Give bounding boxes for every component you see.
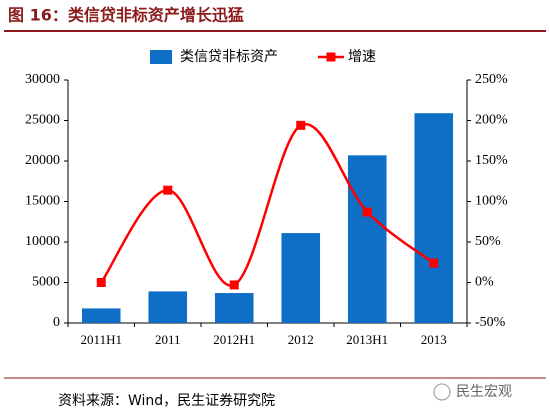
line-marker [96,278,106,287]
y-tick-label: 25000 [25,113,60,128]
y2-tick-label: 150% [475,153,508,168]
source-note: 资料来源：Wind，民生证券研究院 [58,393,275,409]
bar [148,291,188,323]
y-tick-label: 15000 [25,194,60,209]
line-marker [163,185,173,195]
bar [214,293,254,323]
y2-tick-label: -50% [475,315,506,330]
line-marker [296,120,306,130]
y-tick-label: 30000 [25,72,60,87]
chart-title: 图 16：类信贷非标资产增长迅猛 [8,6,244,25]
y-tick-label: 20000 [25,153,60,168]
bar [347,155,387,323]
x-tick-label: 2013 [421,332,447,347]
bar [414,113,454,324]
watermark: 民生宏观 [456,384,512,400]
x-tick-label: 2011H1 [81,332,122,347]
legend-swatch [150,50,172,64]
y2-tick-label: 50% [475,234,501,249]
y2-tick-label: 0% [475,275,494,290]
legend-label: 增速 [348,49,376,65]
y-tick-label: 5000 [32,275,60,290]
x-tick-label: 2013H1 [346,332,388,347]
y2-tick-label: 200% [475,113,508,128]
y2-tick-label: 100% [475,194,508,209]
y2-tick-label: 250% [475,72,508,87]
bar [281,233,321,323]
y-tick-label: 10000 [25,234,60,249]
x-tick-label: 2011 [155,332,181,347]
legend-swatch [326,52,336,62]
x-tick-label: 2012 [288,332,314,347]
bar [81,308,121,323]
y-tick-label: 0 [53,315,60,330]
logo-icon [433,383,451,401]
line-marker [429,258,439,268]
x-tick-label: 2012H1 [213,332,255,347]
line-marker [229,280,239,290]
line-marker [362,207,372,217]
legend-label: 类信贷非标资产 [180,49,278,65]
